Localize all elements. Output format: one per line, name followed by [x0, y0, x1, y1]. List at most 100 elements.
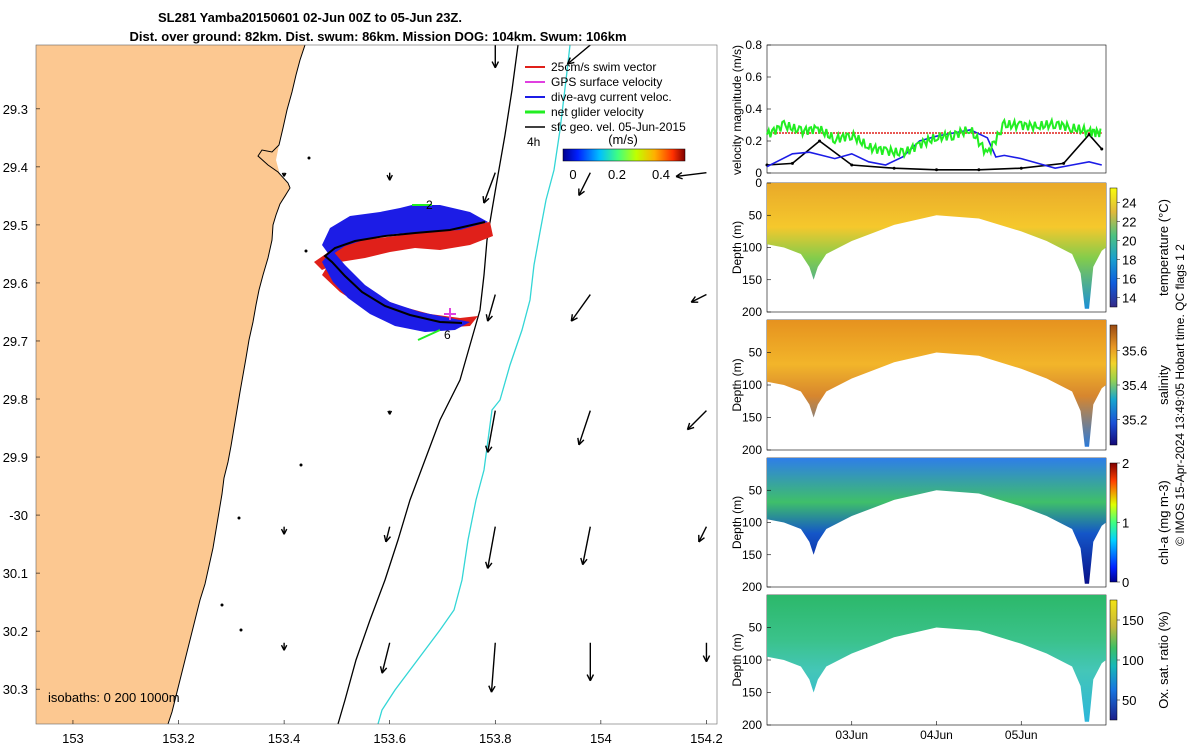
sfc-velocity-arrowhead [675, 171, 683, 180]
section-colorbar [1109, 599, 1118, 721]
section-fill [767, 320, 1106, 447]
velocity-series-line [766, 116, 1102, 160]
depth-tick-label: 100 [742, 378, 762, 392]
sfc-velocity-arrowhead [577, 437, 585, 446]
colorbar-tick-label: 2 [1122, 456, 1129, 471]
colorbar-tick-label: 16 [1122, 271, 1136, 286]
colorbar-label: Ox. sat. ratio (%) [1156, 611, 1171, 709]
velocity-point [892, 166, 896, 170]
depth-tick-label: 100 [742, 653, 762, 667]
map-y-tick-label: 29.9 [3, 450, 28, 465]
depth-ylabel: Depth (m) [730, 496, 744, 549]
depth-tick-label: 200 [742, 580, 762, 594]
rock [307, 156, 311, 160]
sfc-velocity-arrow [490, 642, 496, 693]
velocity-panel: 0 0.2 0.4 0.6 0.8 velocity magnitude (m/s) [730, 38, 1107, 180]
velocity-y-tick-label: 0 [755, 166, 762, 180]
map-y-tick-label: 30.2 [3, 624, 28, 639]
depth-ylabel: Depth (m) [730, 633, 744, 686]
dive-current-band [322, 205, 488, 332]
section-panel-3: 0 1 2 chl-a (mg m-3) 50 100 150 200 Depth (m) [730, 456, 1171, 594]
colorbar-tick-label: 100 [1122, 653, 1144, 668]
velocity-y-ticks: 0 0.2 0.4 0.6 0.8 [745, 38, 771, 180]
sfc-velocity-arrowhead [690, 296, 699, 303]
map-y-tick-label: 30.3 [3, 682, 28, 697]
rock [304, 249, 308, 253]
depth-tick-label: 100 [742, 516, 762, 530]
colorbar-tick-label: 35.6 [1122, 344, 1147, 359]
legend-extra-4h: 4h [527, 135, 540, 149]
title-line-2: Dist. over ground: 82km. Dist. swum: 86k… [129, 29, 626, 44]
sfc-velocity-arrowhead [578, 188, 585, 197]
map-y-tick-label: 29.4 [3, 160, 28, 175]
sfc-velocity-arrow [686, 410, 707, 431]
rock [237, 516, 241, 520]
net-velocity-track [412, 204, 441, 341]
depth-tick-label: 150 [742, 686, 762, 700]
sfc-velocity-arrow [385, 526, 391, 543]
title-line-1: SL281 Yamba20150601 02-Jun 00Z to 05-Jun… [158, 10, 462, 25]
velocity-series [765, 116, 1104, 172]
sfc-velocity-arrowhead [280, 644, 288, 651]
sfc-velocity-arrowhead [386, 174, 393, 181]
depth-tick-label: 0 [755, 176, 762, 190]
map-colorbar [562, 148, 686, 162]
colorbar-label: temperature (°C) [1156, 199, 1171, 296]
map-panel: 2 6 isobaths: 0 200 1000m 153 153.2 153.4 1… [3, 44, 723, 746]
sfc-velocity-arrowhead [488, 685, 496, 693]
sfc-velocity-arrowhead [484, 445, 493, 453]
map-x-tick-label: 153.4 [268, 731, 301, 746]
sfc-velocity-arrowhead [698, 534, 705, 543]
depth-ylabel: Depth (m) [730, 221, 744, 274]
sfc-velocity-arrow [578, 410, 591, 446]
sfc-velocity-arrow [675, 171, 707, 178]
sfc-velocity-arrow [486, 410, 496, 453]
map-x-tick-label: 153.2 [162, 731, 195, 746]
sfc-velocity-arrow [567, 45, 591, 65]
velocity-point [1062, 161, 1066, 165]
sfc-velocity-arrowhead [383, 534, 392, 543]
depth-tick-label: 150 [742, 548, 762, 562]
velocity-vectors [280, 45, 711, 693]
glider-track [323, 221, 486, 324]
colorbar-tick: 0 [569, 167, 576, 182]
map-x-tick-label: 154 [590, 731, 612, 746]
map-y-tick-label: 29.3 [3, 102, 28, 117]
rock [299, 463, 303, 467]
velocity-point [935, 168, 938, 172]
legend-entry-dive: dive-avg current veloc. [551, 90, 672, 104]
section-panel-4: 50 100 150 Ox. sat. ratio (%) 50 100 150 200 Dep… [730, 594, 1171, 732]
velocity-point [977, 168, 981, 172]
colorbar-tick-label: 18 [1122, 252, 1136, 267]
sfc-velocity-arrowhead [686, 422, 695, 431]
isobath-200m [337, 45, 519, 724]
isobath-1000m [377, 45, 571, 724]
depth-ylabel: Depth (m) [730, 358, 744, 411]
colorbar-tick-label: 35.2 [1122, 412, 1147, 427]
colorbar-tick-label: 0 [1122, 575, 1129, 590]
section-panel-1: 14 16 18 20 22 24 temperature (°C) 0 50 100 150 200… [730, 176, 1171, 319]
track-label-6: 6 [444, 328, 451, 342]
sfc-velocity-arrowhead [379, 666, 388, 674]
legend-entry-gps: GPS surface velocity [551, 75, 662, 89]
sfc-velocity-arrow [381, 642, 391, 674]
velocity-point [850, 163, 854, 167]
sfc-velocity-arrow [486, 526, 496, 569]
section-fill [767, 595, 1106, 722]
section-fill [767, 458, 1106, 584]
colorbar-label: (m/s) [608, 132, 638, 147]
sfc-velocity-arrowhead [387, 410, 393, 415]
sfc-velocity-arrowhead [702, 655, 711, 663]
map-y-tick-label: 29.7 [3, 334, 28, 349]
date-ticks: 03Jun 04Jun 05Jun [835, 721, 1038, 742]
sfc-velocity-arrow [690, 293, 707, 303]
map-y-tick-label: -30 [9, 508, 28, 523]
map-frame [35, 44, 718, 725]
colorbar-tick-label: 35.4 [1122, 378, 1147, 393]
gps-marker [444, 308, 456, 320]
map-x-tick-label: 153.8 [479, 731, 512, 746]
sfc-velocity-arrow [582, 526, 591, 565]
velocity-point [1087, 133, 1091, 137]
sfc-velocity-arrowhead [484, 561, 493, 569]
colorbar-label: salinity [1156, 365, 1171, 405]
